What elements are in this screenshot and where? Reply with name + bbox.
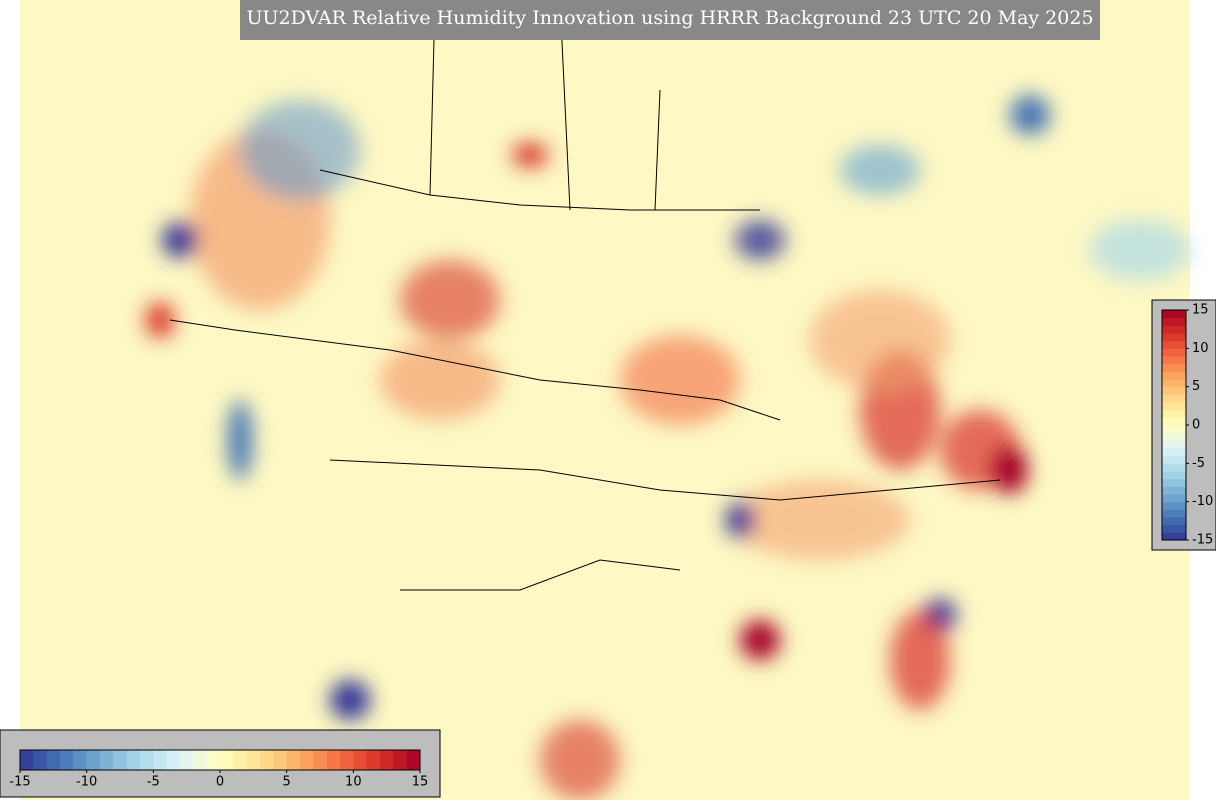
colorbar-segment	[1162, 402, 1186, 411]
colorbar-segment	[1162, 509, 1186, 518]
colorbar-segment	[1162, 409, 1186, 418]
colorbar-tick-label: 10	[1192, 341, 1209, 356]
colorbar-tick-label: 5	[1192, 379, 1200, 394]
colorbar-segment	[1162, 363, 1186, 372]
colorbar-segment	[1162, 455, 1186, 464]
colorbar-segment	[380, 750, 394, 770]
colorbar-segment	[1162, 448, 1186, 457]
colorbar-segment	[33, 750, 48, 770]
colorbar-segment	[1162, 379, 1186, 388]
colorbar-tick-label: 5	[283, 775, 291, 790]
colorbar-segment	[206, 750, 221, 770]
colorbar-segment	[326, 750, 341, 770]
colorbar-segment	[313, 750, 328, 770]
colorbar-segment	[1162, 494, 1186, 503]
title: UU2DVAR Relative Humidity Innovation usi…	[246, 7, 1093, 29]
colorbar-segment	[1162, 486, 1186, 495]
colorbar-segment	[1162, 440, 1186, 449]
title-box	[240, 0, 1100, 40]
colorbar-segment	[1162, 394, 1186, 403]
colorbar-segment	[1162, 425, 1186, 434]
colorbar-tick-label: -5	[1192, 456, 1205, 471]
colorbar-segment	[73, 750, 88, 770]
colorbar-segment	[1162, 348, 1186, 357]
colorbar-segment	[1162, 333, 1186, 342]
colorbar-segment	[60, 750, 74, 770]
colorbar-segment	[1162, 532, 1186, 541]
colorbar: -15 -10 -5 0 5 10 15	[9, 749, 429, 790]
colorbar-segment	[1162, 386, 1186, 395]
colorbar-segment	[353, 750, 368, 770]
colorbar-segment	[1162, 471, 1186, 480]
colorbar-tick-label: 0	[216, 775, 224, 790]
colorbar-tick-label: 15	[1192, 303, 1209, 318]
colorbar-segment	[1162, 325, 1186, 334]
colorbar-segment	[260, 750, 274, 770]
colorbar-tick-label: -15	[9, 775, 30, 790]
colorbar-segment	[1162, 310, 1186, 319]
colorbar-tick-label: -10	[76, 775, 97, 790]
colorbar-segment	[1162, 371, 1186, 380]
colorbar-segment	[126, 750, 141, 770]
colorbar-segment	[140, 750, 154, 770]
colorbar-segment	[300, 750, 314, 770]
colorbar-segment	[153, 750, 168, 770]
colorbar-segment	[220, 750, 234, 770]
colorbar-segment	[1162, 463, 1186, 472]
map-background	[20, 0, 1190, 800]
colorbar-tick-label: 0	[1192, 418, 1200, 433]
colorbar-segment	[1162, 517, 1186, 526]
colorbar-segment	[1162, 317, 1186, 326]
colorbar-segment	[1162, 356, 1186, 365]
colorbar-segment	[393, 750, 408, 770]
colorbar-tick-label: 10	[345, 775, 362, 790]
colorbar-segment	[113, 750, 128, 770]
colorbar-segment	[20, 750, 34, 770]
colorbar-segment	[1162, 432, 1186, 441]
colorbar-segment	[1162, 417, 1186, 426]
colorbar-tick-label: -5	[147, 775, 160, 790]
boundaries	[169, 0, 1001, 591]
colorbar-segment	[286, 750, 301, 770]
colorbar-segment	[1162, 524, 1186, 533]
colorbar-segment	[273, 750, 288, 770]
colorbar-segment	[100, 750, 114, 770]
colorbar: -15 -10 -5 0 5 10 15	[1161, 303, 1213, 548]
colorbar-segment	[1162, 478, 1186, 487]
colorbar-segment	[233, 750, 248, 770]
colorbar-tick-label: -10	[1192, 494, 1213, 509]
colorbar-segment	[1162, 501, 1186, 510]
colorbar-segment	[86, 750, 101, 770]
colorbar-segment	[246, 750, 261, 770]
colorbar-tick-label: -15	[1192, 533, 1213, 548]
colorbar-segment	[180, 750, 194, 770]
colorbar-segment	[406, 750, 421, 770]
colorbar-segment	[46, 750, 61, 770]
colorbar-segment	[166, 750, 181, 770]
colorbar-tick-label: 15	[412, 775, 429, 790]
colorbar-segment	[193, 750, 208, 770]
colorbar-segment	[1162, 340, 1186, 349]
colorbar-segment	[366, 750, 381, 770]
colorbar-segment	[340, 750, 354, 770]
